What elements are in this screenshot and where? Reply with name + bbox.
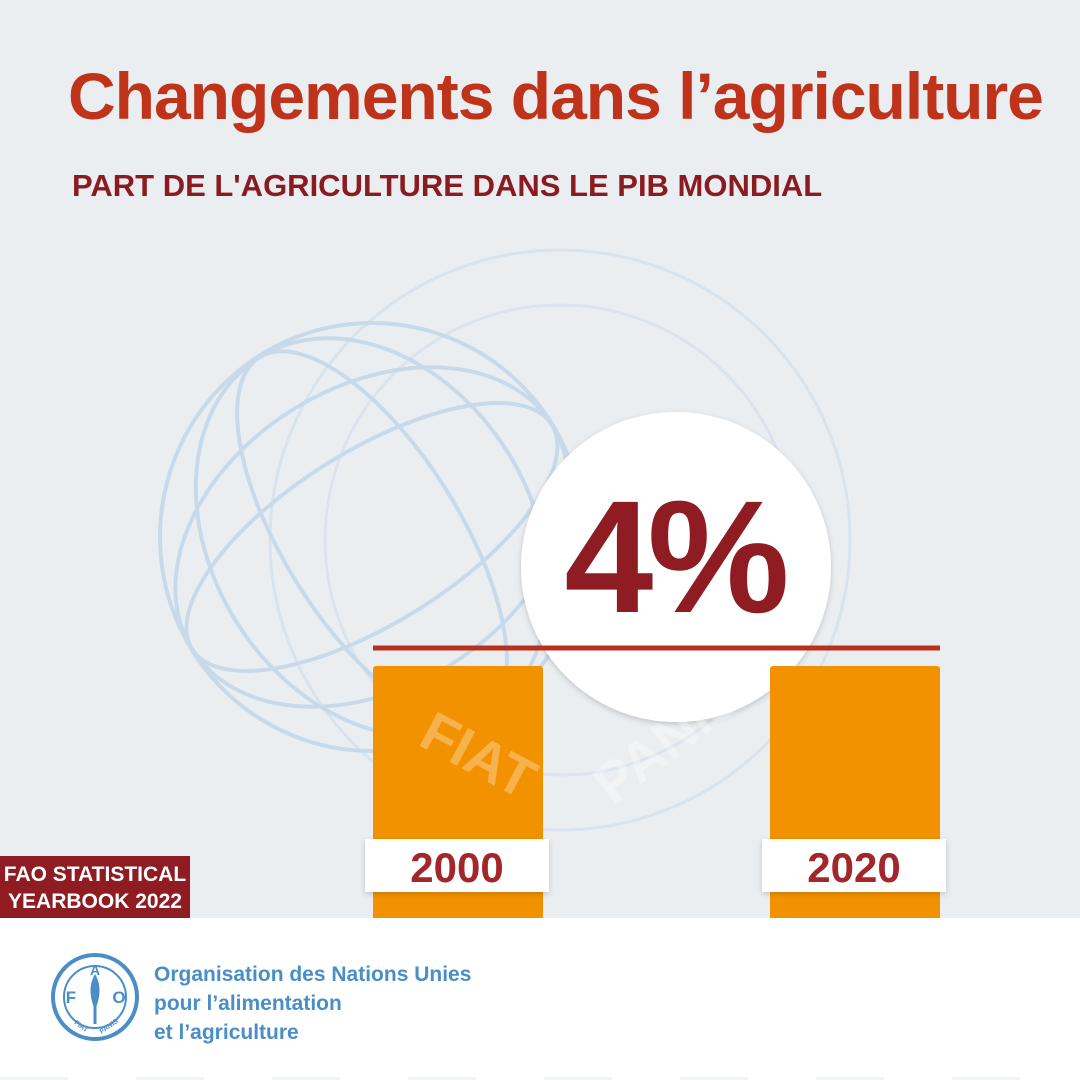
org-line-2: pour l’alimentation (154, 992, 342, 1015)
organization-name: Organisation des Nations Unies pour l’al… (154, 960, 471, 1047)
footer-divider (0, 1077, 1080, 1080)
tick-label-2000: 2000 (410, 844, 503, 891)
tick-label-2020: 2020 (807, 844, 900, 891)
category-label-2020: 2020 (762, 839, 946, 892)
yearbook-badge: FAO STATISTICAL YEARBOOK 2022 (0, 856, 190, 918)
page-subtitle: PART DE L'AGRICULTURE DANS LE PIB MONDIA… (72, 168, 823, 203)
footer: F A O FIAT PANIS Organisation des Nation… (0, 918, 1080, 1080)
category-label-2000: 2000 (365, 839, 549, 892)
svg-text:O: O (112, 988, 125, 1007)
badge-line-2: YEARBOOK 2022 (8, 890, 182, 913)
org-line-3: et l’agriculture (154, 1021, 299, 1044)
fao-logo-icon: F A O FIAT PANIS (51, 953, 139, 1041)
badge-line-1: FAO STATISTICAL (3, 863, 187, 886)
bar-chart: 4% FIAT PANIS 2000 2020 (158, 248, 946, 918)
svg-text:F: F (66, 988, 76, 1007)
org-line-1: Organisation des Nations Unies (154, 963, 472, 986)
svg-text:A: A (90, 962, 100, 978)
page-title: Changements dans l’agriculture (68, 59, 1044, 133)
value-label: 4% (564, 467, 786, 646)
value-highlight-circle (521, 412, 831, 722)
